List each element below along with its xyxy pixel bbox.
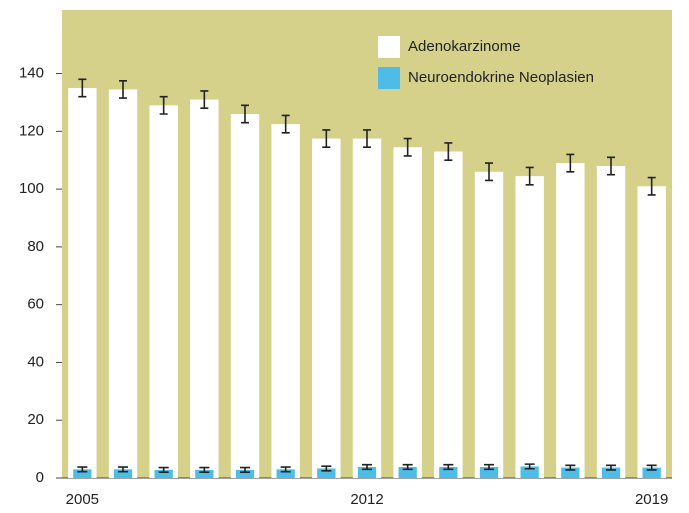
- bar: [357, 467, 377, 478]
- error-bar: [646, 464, 657, 471]
- error-bar: [647, 176, 656, 196]
- bar: [195, 469, 214, 478]
- legend-label: Neuroendokrine Neoplasien: [408, 69, 594, 86]
- error-bar: [281, 114, 290, 134]
- error-bar: [363, 129, 371, 149]
- bar: [393, 147, 422, 478]
- bar: [312, 138, 341, 479]
- bar: [398, 467, 417, 478]
- error-bar: [606, 464, 616, 471]
- bar: [642, 467, 661, 478]
- legend-swatch: [378, 36, 400, 58]
- error-bar: [322, 129, 331, 149]
- bar: [271, 124, 300, 478]
- bar: [434, 151, 463, 479]
- error-bar: [525, 166, 534, 186]
- bar: [556, 163, 585, 478]
- error-bar: [119, 79, 127, 99]
- error-bar: [77, 466, 88, 473]
- x-tick-label: 2012: [350, 491, 383, 508]
- error-bar: [241, 104, 249, 124]
- error-bar: [362, 463, 372, 471]
- error-bar: [118, 466, 128, 473]
- bar: [561, 467, 580, 478]
- error-bar: [199, 466, 210, 474]
- bar: [230, 114, 260, 478]
- error-bar: [403, 137, 412, 157]
- bar: [68, 88, 97, 478]
- error-bar: [443, 463, 454, 471]
- y-tick-label: 60: [27, 296, 44, 313]
- legend-swatch: [378, 67, 400, 89]
- error-bar: [159, 95, 168, 115]
- bar: [439, 467, 458, 478]
- bar: [154, 469, 173, 478]
- y-tick-label: 100: [19, 180, 44, 197]
- y-tick-label: 120: [19, 122, 44, 139]
- bar: [601, 467, 621, 478]
- bar: [73, 469, 92, 478]
- error-bar: [402, 463, 413, 471]
- error-bar: [607, 156, 615, 176]
- error-bar: [78, 78, 87, 98]
- error-bar: [321, 465, 332, 472]
- error-bar: [444, 142, 453, 162]
- y-tick-label: 40: [27, 353, 44, 370]
- error-bar: [485, 162, 493, 182]
- y-tick-label: 140: [19, 65, 44, 82]
- legend-label: Adenokarzinome: [408, 38, 521, 55]
- y-tick-label: 80: [27, 238, 44, 255]
- bar: [235, 469, 255, 478]
- error-bar: [158, 466, 169, 474]
- error-bar: [280, 466, 291, 473]
- error-bar: [566, 153, 575, 173]
- bar: [515, 176, 544, 478]
- bar: [317, 468, 336, 478]
- bar: [276, 469, 295, 478]
- bar: [108, 89, 138, 478]
- error-bar: [484, 463, 494, 471]
- error-bar: [524, 463, 535, 470]
- bar: [474, 171, 504, 478]
- bar: [190, 99, 219, 479]
- x-tick-label: 2005: [66, 491, 99, 508]
- bar: [149, 105, 178, 478]
- bar: [352, 138, 382, 479]
- error-bar: [565, 464, 576, 471]
- y-tick-label: 0: [36, 469, 44, 486]
- error-bar: [240, 466, 250, 474]
- bar: [596, 166, 626, 478]
- bar: [113, 469, 133, 478]
- x-tick-label: 2019: [635, 491, 668, 508]
- y-tick-label: 20: [27, 411, 44, 428]
- bar: [479, 467, 499, 478]
- error-bar: [200, 90, 209, 110]
- bar: [520, 466, 539, 478]
- bar: [637, 186, 666, 478]
